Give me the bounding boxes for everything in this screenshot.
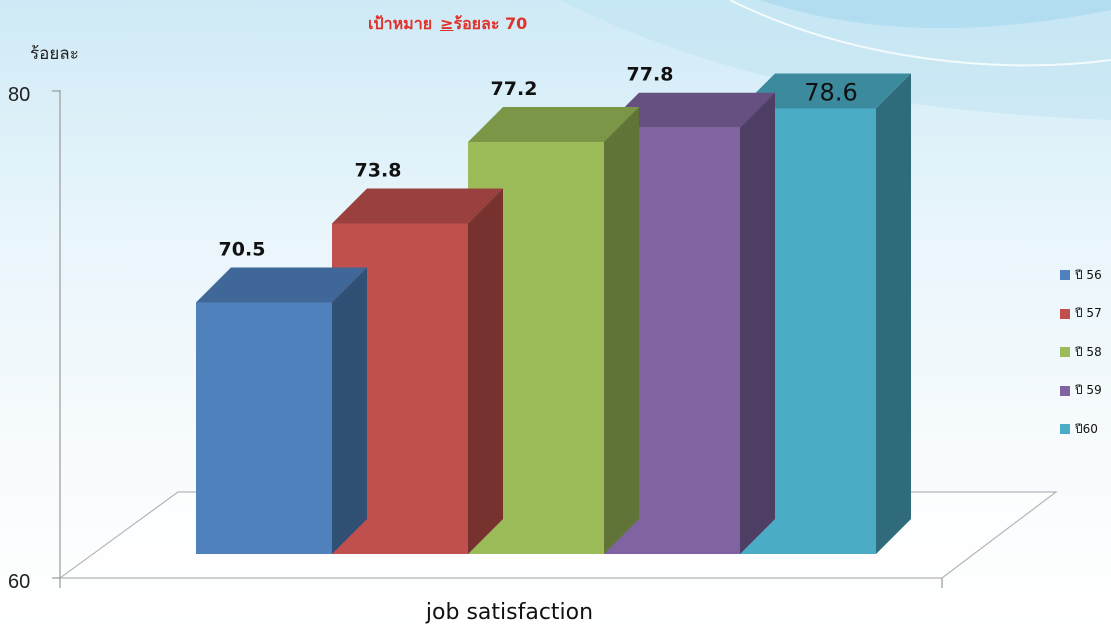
legend-swatch [1060,308,1070,319]
legend-swatch [1060,424,1070,435]
legend-label: ปี60 [1075,421,1098,436]
bar-top [468,107,639,143]
bar-side [468,188,503,555]
legend-item-1: ปี 56 [1060,256,1102,295]
y-axis-label: ร้อยละ [30,44,79,64]
bar-top [740,73,911,109]
bar-side [740,92,775,554]
data-label-1: 70.5 [219,239,266,261]
bar-top [196,267,367,303]
legend-item-4: ปี 59 [1060,372,1102,411]
bar-side [604,107,639,554]
target-prefix: ≥ [440,14,454,33]
target-label: ร้อยละ 70 [453,14,528,33]
data-label-2: 73.8 [355,159,402,181]
bar-top [604,92,775,128]
legend-label: ปี 56 [1075,267,1102,282]
data-label-3: 77.2 [491,78,538,100]
legend-label: ปี 58 [1075,344,1102,359]
legend-item-2: ปี 57 [1060,295,1102,334]
bar-top [332,188,503,224]
bar-side [332,267,367,554]
target-annotation: เป้าหมาย ≥ร้อยละ 70 [368,12,527,37]
bar-front [196,302,332,554]
data-label-4: 77.8 [627,64,674,86]
data-label-5: 78.6 [804,79,857,107]
target-title: เป้าหมาย [368,14,433,33]
legend-item-3: ปี 58 [1060,333,1102,372]
legend-label: ปี 59 [1075,383,1102,398]
bar-1 [196,267,367,554]
legend: ปี 56 ปี 57 ปี 58 ปี 59 ปี60 [1060,256,1102,449]
x-axis-label: job satisfaction [0,600,1111,625]
legend-item-5: ปี60 [1060,410,1102,449]
y-tick-label-bottom: 60 [8,571,30,593]
x-axis-label-text: job satisfaction [425,600,594,625]
bar-side [876,73,911,554]
legend-swatch [1060,347,1070,358]
legend-swatch [1060,385,1070,396]
legend-label: ปี 57 [1075,306,1102,321]
legend-swatch [1060,270,1070,281]
y-tick-label-top: 80 [8,84,30,106]
